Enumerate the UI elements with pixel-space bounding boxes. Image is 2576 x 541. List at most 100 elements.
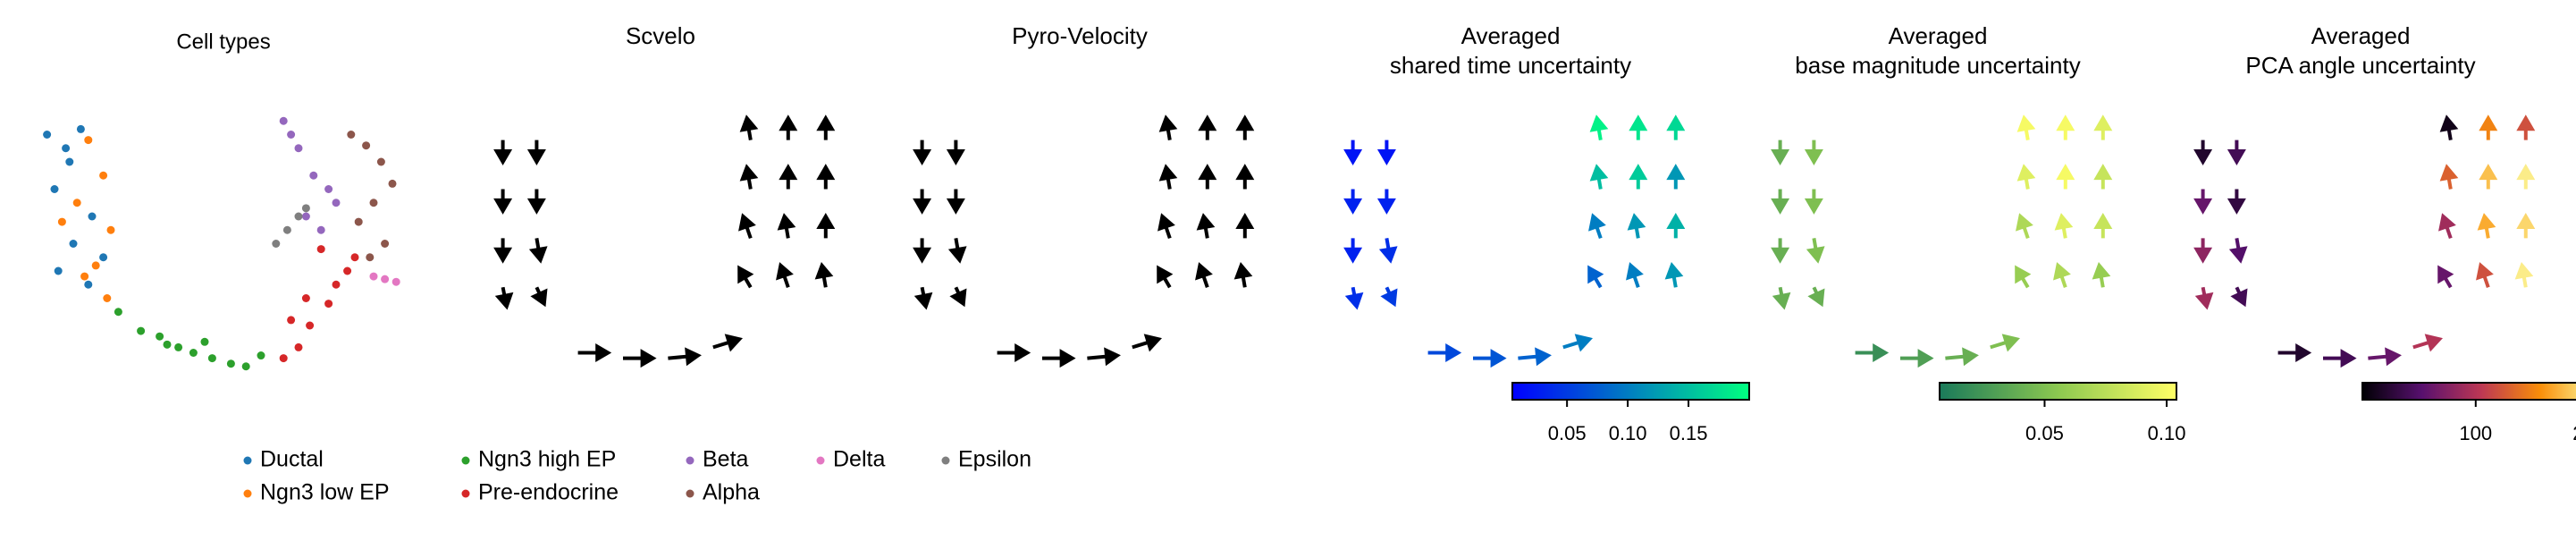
cell-point: [80, 272, 89, 281]
velocity-arrow: [779, 164, 798, 190]
velocity-arrow: [2277, 343, 2312, 362]
velocity-arrow: [739, 164, 759, 190]
cell-point: [272, 240, 281, 248]
panel-title: PCA angle uncertainty: [2245, 52, 2475, 79]
velocity-arrow: [739, 114, 759, 140]
velocity-arrow: [1772, 286, 1791, 310]
velocity-arrow: [816, 164, 836, 190]
cell-point: [301, 294, 310, 302]
velocity-arrow: [1664, 261, 1684, 288]
velocity-arrow: [2193, 139, 2213, 165]
velocity-arrow: [1343, 238, 1363, 264]
velocity-arrow: [493, 139, 513, 165]
colorbar-tick-label: 0.15: [1670, 422, 1708, 444]
cell-point: [388, 179, 397, 188]
cell-point: [43, 131, 52, 139]
cell-point: [316, 245, 325, 254]
legend-label: Beta: [703, 447, 749, 472]
velocity-arrow: [1157, 265, 1174, 289]
velocity-arrow: [1771, 189, 1790, 215]
cell-point: [347, 131, 356, 139]
velocity-arrow: [2438, 213, 2456, 240]
velocity-arrow: [1235, 213, 1255, 239]
cell-point: [137, 326, 146, 335]
legend-label: Ngn3 high EP: [478, 447, 616, 472]
velocity-arrow: [1158, 164, 1178, 190]
cell-point: [226, 359, 235, 368]
velocity-arrow: [493, 189, 513, 215]
cell-point: [50, 185, 59, 193]
velocity-arrow: [1589, 164, 1609, 190]
cell-point: [354, 217, 363, 226]
velocity-arrow: [2477, 213, 2496, 239]
cell-point: [282, 225, 291, 234]
cell-point: [369, 272, 378, 281]
velocity-arrow: [1666, 164, 1686, 190]
legend-marker: [461, 489, 470, 498]
velocity-arrow: [1235, 164, 1255, 190]
velocity-arrow: [913, 238, 932, 264]
velocity-arrow: [816, 213, 836, 239]
velocity-arrow: [949, 286, 967, 308]
cell-point: [287, 131, 296, 139]
cell-point: [72, 199, 81, 207]
legend-label: Alpha: [703, 480, 760, 505]
colorbar: [2361, 382, 2576, 401]
velocity-arrow: [1806, 238, 1825, 264]
velocity-arrow: [947, 238, 967, 264]
velocity-arrow: [2439, 164, 2459, 190]
velocity-arrow: [1344, 286, 1364, 310]
velocity-arrow: [1771, 238, 1790, 264]
cell-point: [316, 225, 325, 234]
velocity-arrow: [737, 265, 754, 289]
velocity-arrow: [2093, 114, 2113, 140]
panel-title: Cell types: [176, 30, 270, 54]
velocity-arrow: [2437, 265, 2454, 289]
velocity-arrow: [2227, 139, 2246, 165]
velocity-arrow: [2056, 164, 2075, 190]
velocity-arrow: [1196, 213, 1216, 239]
colorbar: [1939, 382, 2177, 401]
legend-label: Ductal: [260, 447, 324, 472]
cell-point: [362, 141, 371, 150]
velocity-arrow: [776, 262, 794, 288]
panel-title: Pyro-Velocity: [1012, 22, 1148, 49]
velocity-arrow: [1195, 262, 1213, 288]
velocity-arrow: [2412, 334, 2443, 352]
velocity-arrow: [1343, 189, 1363, 215]
cell-point: [163, 340, 172, 349]
velocity-arrow: [2015, 265, 2032, 289]
velocity-arrow: [1627, 213, 1646, 239]
colorbar-tick-label: 100: [2459, 422, 2492, 444]
velocity-arrow: [2093, 213, 2113, 239]
velocity-arrow: [1804, 139, 1823, 165]
velocity-arrow: [1376, 189, 1396, 215]
velocity-arrow: [738, 213, 756, 240]
velocity-arrow: [493, 238, 513, 264]
cell-point: [306, 321, 315, 330]
velocity-arrow: [2193, 238, 2213, 264]
cell-point: [309, 171, 318, 180]
velocity-arrow: [2056, 114, 2075, 140]
cell-point: [279, 354, 288, 363]
velocity-arrow: [1473, 349, 1507, 368]
cell-point: [324, 300, 333, 309]
velocity-arrow: [2323, 349, 2357, 368]
velocity-arrow: [997, 343, 1031, 362]
cell-point: [301, 212, 310, 221]
velocity-arrow: [1945, 347, 1979, 367]
velocity-arrow: [913, 139, 932, 165]
velocity-arrow: [2514, 261, 2534, 288]
cell-point: [91, 261, 100, 270]
cell-point: [287, 316, 296, 325]
legend-label: Epsilon: [958, 447, 1031, 472]
velocity-arrow: [1587, 265, 1604, 289]
velocity-arrow: [1771, 139, 1790, 165]
colorbar: [1511, 382, 1750, 401]
velocity-arrow: [2194, 286, 2214, 310]
velocity-arrow: [2016, 114, 2036, 140]
velocity-arrow: [1589, 114, 1609, 140]
legend-marker: [686, 489, 695, 498]
velocity-arrow: [779, 114, 798, 140]
velocity-arrow: [1855, 343, 1890, 362]
